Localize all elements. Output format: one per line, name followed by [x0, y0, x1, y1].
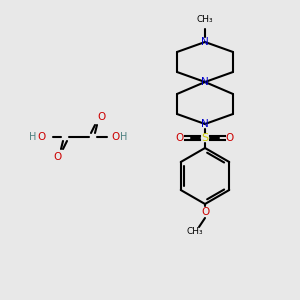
Text: O: O	[112, 132, 120, 142]
Text: CH₃: CH₃	[187, 227, 203, 236]
Text: H: H	[120, 132, 128, 142]
Text: O: O	[37, 132, 45, 142]
Text: O: O	[97, 112, 105, 122]
Text: N: N	[201, 37, 209, 47]
Text: S: S	[201, 133, 208, 143]
Text: O: O	[176, 133, 184, 143]
Text: N: N	[201, 119, 209, 129]
Text: CH₃: CH₃	[197, 16, 213, 25]
Text: H: H	[29, 132, 37, 142]
Text: N: N	[201, 77, 209, 87]
Text: O: O	[226, 133, 234, 143]
Text: O: O	[201, 207, 209, 217]
Text: O: O	[53, 152, 61, 162]
